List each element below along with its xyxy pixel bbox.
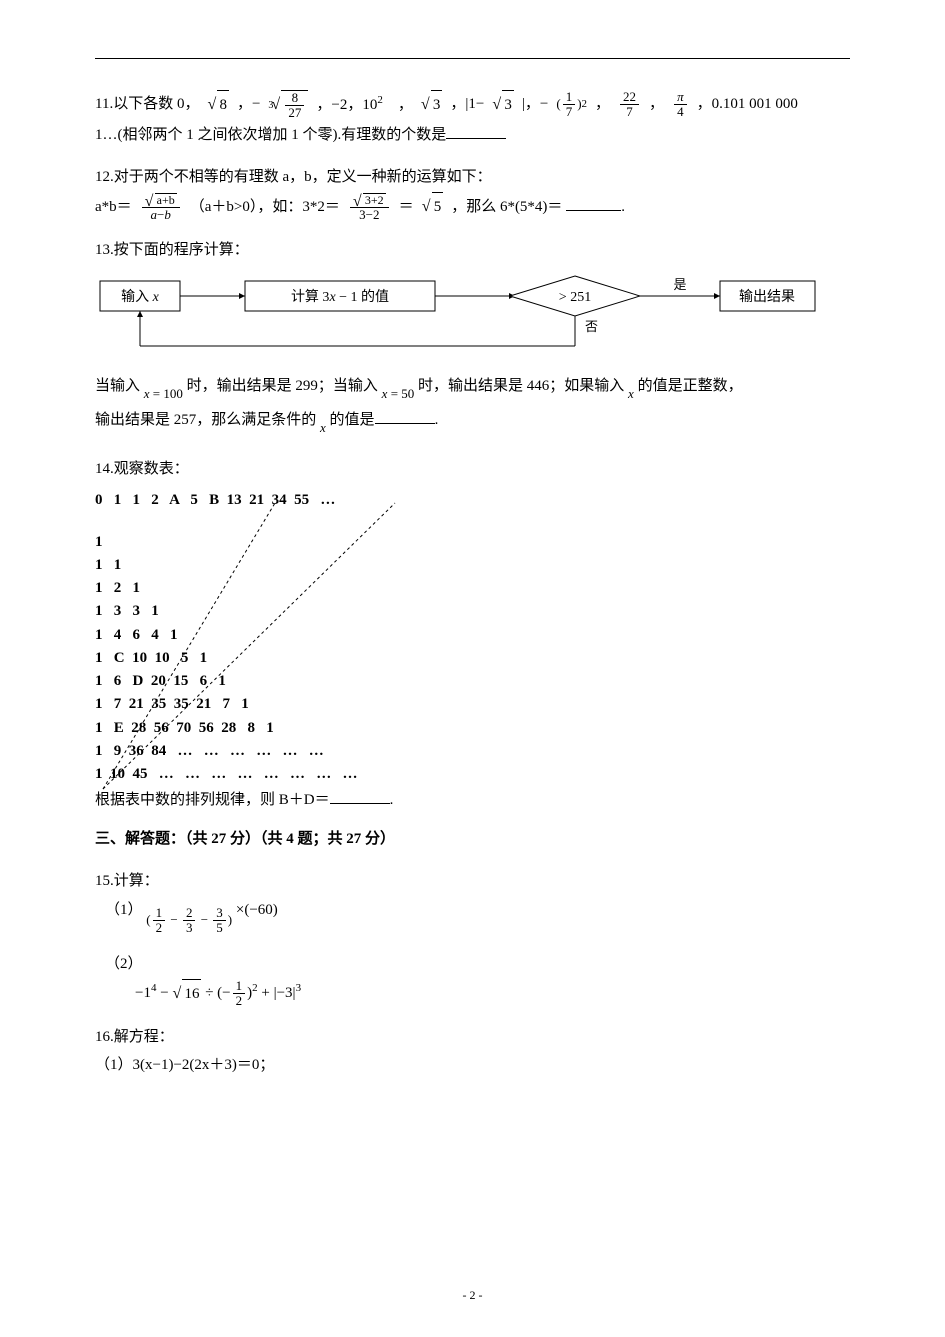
flow-no-label: 否 [585, 319, 598, 334]
q13-b1: 输出结果是 257，那么满足条件的 [95, 412, 316, 428]
q12-line2: a*b＝ a+b a−b （a＋b>0），如：3*2＝ 3+2 3−2 ＝ 5 … [95, 192, 850, 222]
q11-seg4: |，− [522, 90, 548, 119]
q16-title: 16.解方程： [95, 1023, 850, 1052]
q11-expression-row: 11.以下各数 0， 8 ，− 3827 ，−2，102 ， 3 ，|1− 3 … [95, 90, 850, 121]
page: 11.以下各数 0， 8 ，− 3827 ，−2，102 ， 3 ，|1− 3 … [0, 0, 945, 1337]
page-number: - 2 - [0, 1284, 945, 1307]
tri-row-3: 1 3 3 1 [95, 600, 850, 623]
tri-row-4: 1 4 6 4 1 [95, 624, 850, 647]
q13-a1: 当输入 [95, 378, 140, 394]
q15-part1: （1） (12 − 23 − 35) ×(−60) [105, 896, 850, 936]
q11-tail-line: 1…(相邻两个 1 之间依次增加 1 个零).有理数的个数是 [95, 121, 850, 150]
q16-p1: （1）3(x−1)−2(2x＋3)＝0； [95, 1051, 850, 1080]
top-rule [95, 58, 850, 59]
q15-p1-expr: (12 − 23 − 35) [146, 906, 232, 936]
q11-seg6: ， [649, 90, 664, 119]
q13-x100: x = 100 [144, 382, 183, 407]
q15-p2-label: （2） [105, 950, 850, 979]
q11-seg3: ，|1− [450, 90, 484, 119]
q11-seg2: ，−2，102 ， [316, 90, 412, 120]
tri-row-0: 1 [95, 531, 850, 554]
question-14: 14.观察数表： 0 1 1 2 A 5 B 13 21 34 55 … 1 1… [95, 455, 850, 815]
q12-frac2: 3+2 3−2 [350, 192, 389, 222]
q15-title: 15.计算： [95, 867, 850, 896]
tri-row-9: 1 9 36 84 … … … … … … [95, 740, 850, 763]
q13-a3: 时，输出结果是 446；如果输入 [418, 378, 624, 394]
question-11: 11.以下各数 0， 8 ，− 3827 ，−2，102 ， 3 ，|1− 3 … [95, 90, 850, 149]
flow-yes-label: 是 [673, 277, 686, 292]
flow-output-label: 输出结果 [739, 289, 795, 305]
q11-lead: 11.以下各数 0， [95, 90, 199, 119]
q12-sqrt5: 5 [422, 192, 444, 222]
flow-diamond-label: > 251 [559, 290, 591, 305]
q14-tail: 根据表中数的排列规律，则 B＋D＝. [95, 786, 850, 815]
q12-end: ，那么 6*(5*4)＝ . [451, 193, 625, 222]
flowchart: 输入 x 计算 3x − 1 的值 > 251 是 输出结果 否 [95, 271, 845, 366]
tri-row-8: 1 E 28 56 70 56 28 8 1 [95, 717, 850, 740]
q13-a4: 的值是正整数， [638, 378, 743, 394]
q15-p1-mul: ×(−60) [236, 902, 278, 918]
q14-title: 14.观察数表： [95, 455, 850, 484]
tri-row-7: 1 7 21 35 35 21 7 1 [95, 693, 850, 716]
q14-triangle: 1 1 1 1 2 1 1 3 3 1 1 4 6 4 1 1 C 10 10 … [95, 531, 850, 787]
q13-line-b: 输出结果是 257，那么满足条件的 x 的值是. [95, 406, 850, 441]
q11-sqrt3a: 3 [421, 90, 443, 120]
q15-p2-expr: −14 − 16 ÷ (−12)2 + |−3|3 [135, 978, 301, 1008]
tri-row-5: 1 C 10 10 5 1 [95, 647, 850, 670]
q13-x50: x = 50 [382, 382, 415, 407]
q12-mid1: （a＋b>0），如：3*2＝ [190, 193, 340, 222]
q11-comma1: ，− [237, 90, 260, 119]
tri-row-1: 1 1 [95, 554, 850, 577]
q13-x2: x [320, 416, 326, 441]
q15-part2: （2） −14 − 16 ÷ (−12)2 + |−3|3 [105, 950, 850, 1009]
q13-x: x [628, 382, 634, 407]
question-15: 15.计算： （1） (12 − 23 − 35) ×(−60) （2） −14… [95, 867, 850, 1008]
flow-input-label: 输入 x [121, 289, 160, 305]
flow-calc-label: 计算 3x − 1 的值 [291, 289, 389, 305]
tri-row-2: 1 2 1 [95, 577, 850, 600]
q11-pi4: π4 [672, 90, 689, 120]
number-table: 0 1 1 2 A 5 B 13 21 34 55 … 1 1 1 1 2 1 … [95, 489, 850, 786]
q12-pre: a*b＝ [95, 193, 132, 222]
q13-line-a: 当输入 x = 100 时，输出结果是 299；当输入 x = 50 时，输出结… [95, 372, 850, 407]
q11-sqrt3b: 3 [492, 90, 514, 120]
question-13: 13.按下面的程序计算： 输入 x 计算 3x − 1 的值 > 251 是 [95, 236, 850, 441]
q13-title: 13.按下面的程序计算： [95, 236, 850, 265]
question-16: 16.解方程： （1）3(x−1)−2(2x＋3)＝0； [95, 1023, 850, 1080]
q12-mid2: ＝ [399, 193, 414, 222]
question-12: 12.对于两个不相等的有理数 a，b，定义一种新的运算如下： a*b＝ a+b … [95, 163, 850, 222]
q11-seg5: ， [595, 90, 610, 119]
q13-b2: 的值是. [330, 412, 439, 428]
q14-top-row: 0 1 1 2 A 5 B 13 21 34 55 … [95, 489, 850, 512]
q11-tail: 1…(相邻两个 1 之间依次增加 1 个零).有理数的个数是 [95, 127, 446, 143]
q11-sqrt8: 8 [207, 90, 229, 120]
q13-a2: 时，输出结果是 299；当输入 [187, 378, 378, 394]
section-3-title: 三、解答题：（共 27 分）（共 4 题；共 27 分） [95, 825, 850, 854]
q11-seg7: ，0.101 001 000 [697, 90, 798, 119]
q11-frac227: 227 [618, 90, 641, 120]
q11-cbrt: 3827 [268, 90, 308, 121]
q15-p1-label: （1） [105, 902, 143, 918]
q11-frac17sq: (17)2 [556, 90, 587, 120]
tri-row-10: 1 10 45 … … … … … … … … [95, 763, 850, 786]
q12-line1: 12.对于两个不相等的有理数 a，b，定义一种新的运算如下： [95, 163, 850, 192]
q12-frac1: a+b a−b [142, 192, 180, 222]
q11-blank [446, 124, 506, 139]
tri-row-6: 1 6 D 20 15 6 1 [95, 670, 850, 693]
